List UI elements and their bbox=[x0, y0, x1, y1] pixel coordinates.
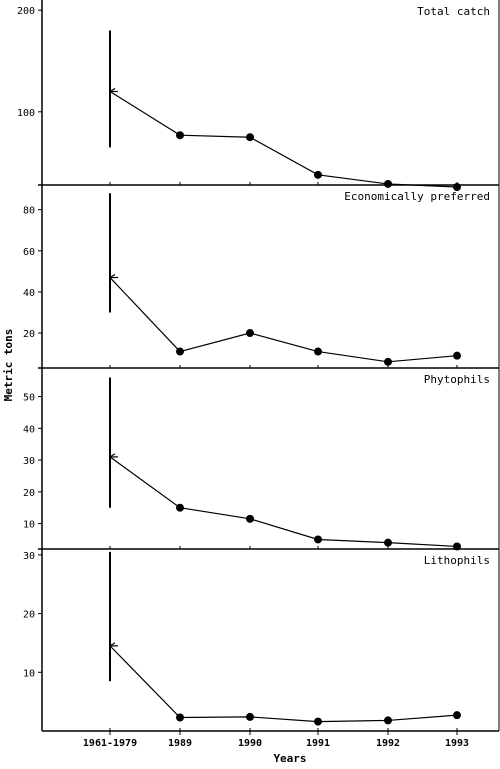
data-point bbox=[384, 538, 392, 547]
series-line bbox=[109, 90, 458, 188]
data-point bbox=[453, 711, 461, 720]
y-tick-label: 80 bbox=[23, 206, 35, 217]
y-tick-label: 40 bbox=[23, 288, 35, 299]
y-tick-label: 20 bbox=[23, 329, 35, 340]
data-point bbox=[314, 535, 322, 544]
y-tick-label: 60 bbox=[23, 247, 35, 258]
data-point bbox=[314, 717, 322, 726]
data-point bbox=[176, 503, 184, 512]
x-tick-label: 1961-1979 bbox=[83, 738, 137, 749]
data-point bbox=[176, 713, 184, 722]
y-tick-label: 20 bbox=[23, 488, 35, 499]
y-tick-label: 50 bbox=[23, 393, 35, 404]
x-axis-title: Years bbox=[273, 752, 306, 764]
data-point bbox=[384, 716, 392, 725]
x-tick-label: 1989 bbox=[168, 738, 192, 749]
y-tick-label: 20 bbox=[23, 610, 35, 621]
data-point bbox=[246, 133, 254, 142]
x-tick-label: 1990 bbox=[238, 738, 262, 749]
data-point bbox=[453, 351, 461, 360]
panel-title: Economically preferred bbox=[344, 190, 490, 203]
y-tick-label: 40 bbox=[23, 424, 35, 435]
y-axis-title: Metric tons bbox=[2, 329, 15, 402]
data-point bbox=[314, 347, 322, 356]
data-point bbox=[246, 329, 254, 338]
y-tick-label: 200 bbox=[17, 6, 35, 17]
panel-title: Lithophils bbox=[424, 554, 490, 567]
panel-title: Total catch bbox=[417, 5, 490, 18]
data-point bbox=[314, 170, 322, 179]
series-line bbox=[109, 456, 458, 548]
y-tick-label: 30 bbox=[23, 551, 35, 562]
data-point bbox=[246, 514, 254, 523]
baseline-arrow-head bbox=[109, 87, 116, 92]
baseline-arrow-head bbox=[109, 274, 116, 279]
y-tick-label: 10 bbox=[23, 668, 35, 679]
panel-title: Phytophils bbox=[424, 373, 490, 386]
baseline-arrow-head bbox=[109, 453, 116, 458]
y-tick-label: 100 bbox=[17, 108, 35, 119]
data-point bbox=[453, 542, 461, 551]
data-point bbox=[176, 347, 184, 356]
y-tick-label: 10 bbox=[23, 520, 35, 531]
series-line bbox=[109, 645, 458, 723]
baseline-arrow-head bbox=[109, 642, 116, 647]
data-point bbox=[453, 183, 461, 192]
data-point bbox=[176, 131, 184, 140]
data-point bbox=[246, 712, 254, 721]
x-tick-label: 1991 bbox=[306, 738, 330, 749]
x-tick-label: 1992 bbox=[376, 738, 400, 749]
y-tick-label: 30 bbox=[23, 456, 35, 467]
series-line bbox=[109, 277, 458, 363]
x-tick-label: 1993 bbox=[445, 738, 469, 749]
data-point bbox=[384, 179, 392, 188]
data-point bbox=[384, 357, 392, 366]
